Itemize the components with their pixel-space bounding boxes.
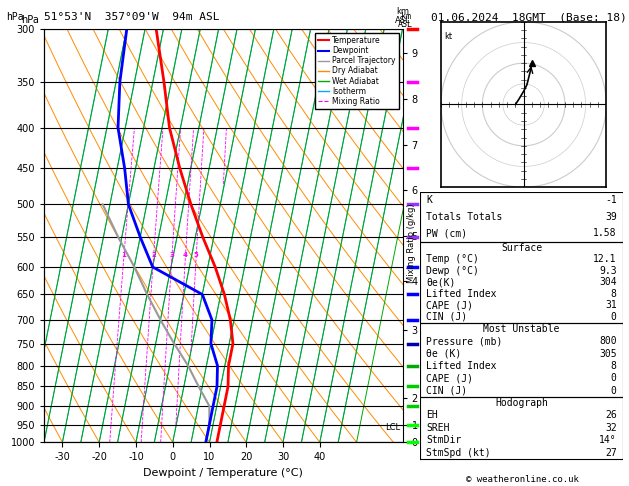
Text: Temp (°C): Temp (°C) <box>426 254 479 264</box>
Text: StmDir: StmDir <box>426 435 462 446</box>
Text: CIN (J): CIN (J) <box>426 312 467 322</box>
Text: LCL: LCL <box>386 423 401 432</box>
Text: hPa: hPa <box>6 12 24 22</box>
Text: 3: 3 <box>170 252 174 259</box>
Text: CIN (J): CIN (J) <box>426 385 467 396</box>
Text: 26: 26 <box>605 411 616 420</box>
Text: Totals Totals: Totals Totals <box>426 212 503 222</box>
Text: km
ASL: km ASL <box>398 12 413 30</box>
Text: 0: 0 <box>611 373 616 383</box>
Text: 800: 800 <box>599 336 616 346</box>
Text: EH: EH <box>426 411 438 420</box>
Text: 8: 8 <box>611 361 616 371</box>
Text: SREH: SREH <box>426 423 450 433</box>
Text: 51°53'N  357°09'W  94m ASL: 51°53'N 357°09'W 94m ASL <box>44 12 220 22</box>
Text: Most Unstable: Most Unstable <box>483 324 560 334</box>
Text: CAPE (J): CAPE (J) <box>426 373 473 383</box>
Text: 8: 8 <box>611 289 616 299</box>
Text: -1: -1 <box>605 195 616 205</box>
Text: 1.58: 1.58 <box>593 228 616 239</box>
Text: km
ASL: km ASL <box>395 7 410 25</box>
Text: 14°: 14° <box>599 435 616 446</box>
Text: 9.3: 9.3 <box>599 266 616 276</box>
Legend: Temperature, Dewpoint, Parcel Trajectory, Dry Adiabat, Wet Adiabat, Isotherm, Mi: Temperature, Dewpoint, Parcel Trajectory… <box>314 33 399 109</box>
Text: 39: 39 <box>605 212 616 222</box>
Text: 304: 304 <box>599 277 616 287</box>
Text: 27: 27 <box>605 448 616 458</box>
Text: CAPE (J): CAPE (J) <box>426 300 473 311</box>
Text: Mixing Ratio (g/kg): Mixing Ratio (g/kg) <box>408 203 416 283</box>
Text: 2: 2 <box>152 252 156 259</box>
Text: Lifted Index: Lifted Index <box>426 289 497 299</box>
Text: Lifted Index: Lifted Index <box>426 361 497 371</box>
Text: Surface: Surface <box>501 243 542 253</box>
Text: θe (K): θe (K) <box>426 348 462 359</box>
Text: StmSpd (kt): StmSpd (kt) <box>426 448 491 458</box>
Text: Dewp (°C): Dewp (°C) <box>426 266 479 276</box>
Text: Hodograph: Hodograph <box>495 398 548 408</box>
Text: 1: 1 <box>121 252 126 259</box>
Text: 12.1: 12.1 <box>593 254 616 264</box>
Text: 0: 0 <box>611 312 616 322</box>
Text: 32: 32 <box>605 423 616 433</box>
Text: hPa: hPa <box>21 15 38 25</box>
Text: Pressure (mb): Pressure (mb) <box>426 336 503 346</box>
Text: © weatheronline.co.uk: © weatheronline.co.uk <box>465 474 579 484</box>
Text: 4: 4 <box>183 252 188 259</box>
Text: PW (cm): PW (cm) <box>426 228 467 239</box>
Text: θe(K): θe(K) <box>426 277 455 287</box>
Text: K: K <box>426 195 432 205</box>
Text: 0: 0 <box>611 385 616 396</box>
Text: kt: kt <box>444 32 452 41</box>
Text: 31: 31 <box>605 300 616 311</box>
Text: 01.06.2024  18GMT  (Base: 18): 01.06.2024 18GMT (Base: 18) <box>431 12 626 22</box>
X-axis label: Dewpoint / Temperature (°C): Dewpoint / Temperature (°C) <box>143 468 303 478</box>
Text: 305: 305 <box>599 348 616 359</box>
Text: 5: 5 <box>194 252 199 259</box>
